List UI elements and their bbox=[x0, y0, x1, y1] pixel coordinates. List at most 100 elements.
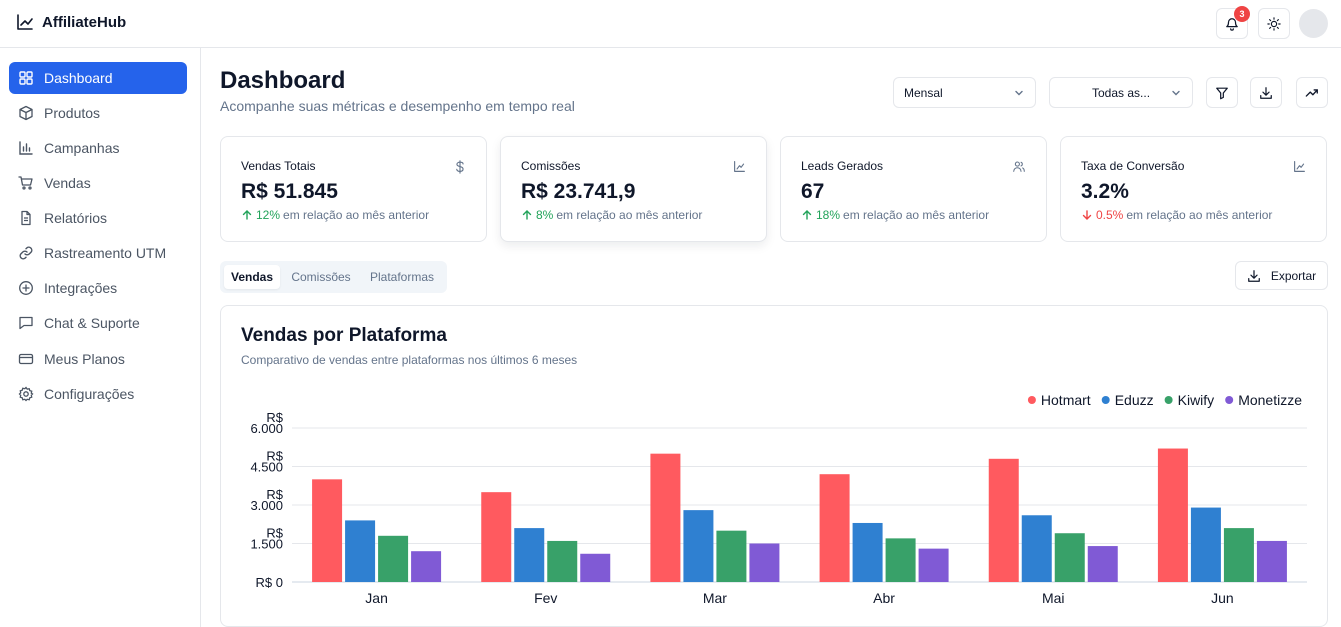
y-tick-label: 4.500 bbox=[250, 460, 283, 475]
download-icon bbox=[1260, 86, 1272, 99]
bar-eduzz-jun bbox=[1190, 507, 1221, 582]
legend-label: Eduzz bbox=[1115, 392, 1154, 408]
sidebar-item-chat-suporte[interactable]: Chat & Suporte bbox=[9, 307, 187, 339]
trend-button[interactable] bbox=[1296, 77, 1328, 108]
link-icon bbox=[19, 246, 33, 260]
user-avatar[interactable] bbox=[1299, 9, 1328, 38]
bar-kiwify-mai bbox=[1054, 533, 1085, 582]
users-icon bbox=[1013, 161, 1025, 172]
filter-button[interactable] bbox=[1206, 77, 1238, 108]
y-tick-label: R$ bbox=[266, 449, 283, 464]
stat-delta-value: 0.5% bbox=[1096, 208, 1124, 222]
cart-icon bbox=[18, 176, 33, 190]
bar-eduzz-jan bbox=[345, 520, 376, 582]
sidebar-item-label: Integrações bbox=[44, 280, 118, 296]
file-icon bbox=[21, 210, 31, 226]
sidebar-item-configuracoes[interactable]: Configurações bbox=[9, 378, 187, 410]
line-chart-icon bbox=[734, 161, 745, 172]
y-tick-label: 6.000 bbox=[250, 421, 283, 436]
bar-monetizze-fev bbox=[580, 553, 611, 582]
dashboard-icon bbox=[19, 71, 33, 85]
bar-hotmart-mar bbox=[650, 453, 681, 582]
brand[interactable]: AffiliateHub bbox=[16, 13, 126, 31]
bar-eduzz-mai bbox=[1021, 515, 1052, 582]
tab-plataformas[interactable]: Plataformas bbox=[369, 270, 435, 284]
filter-icon bbox=[1216, 87, 1228, 99]
sidebar-item-label: Vendas bbox=[44, 175, 91, 191]
sun-icon bbox=[1267, 16, 1281, 31]
bar-hotmart-jan bbox=[312, 479, 343, 582]
x-tick-label: Jan bbox=[365, 590, 388, 606]
legend-marker bbox=[1225, 396, 1234, 404]
notifications-button[interactable]: 3 bbox=[1216, 6, 1250, 39]
line-chart-icon bbox=[1294, 161, 1305, 172]
bell-icon bbox=[1226, 17, 1238, 31]
chat-icon bbox=[19, 316, 33, 330]
y-tick-label: R$ bbox=[266, 526, 283, 541]
stat-delta-note: em relação ao mês anterior bbox=[1126, 208, 1273, 222]
y-tick-label: R$ bbox=[266, 487, 283, 502]
chart-title: Vendas por Plataforma bbox=[241, 325, 447, 346]
app-name: AffiliateHub bbox=[42, 13, 127, 31]
export-button[interactable]: Exportar bbox=[1235, 261, 1328, 290]
sidebar-item-label: Chat & Suporte bbox=[44, 315, 140, 331]
tab-vendas[interactable]: Vendas bbox=[224, 265, 280, 289]
tab-comissoes[interactable]: Comissões bbox=[291, 270, 351, 284]
export-button-label: Exportar bbox=[1270, 268, 1317, 283]
y-tick-label: 1.500 bbox=[250, 537, 283, 552]
sidebar-item-dashboard[interactable]: Dashboard bbox=[9, 62, 187, 94]
legend-label: Monetizze bbox=[1238, 392, 1302, 408]
stat-card-comissoes: Comissões R$ 23.741,9 8% em relação ao m… bbox=[500, 136, 767, 242]
stat-delta: 0.5% em relação ao mês anterior bbox=[1081, 208, 1272, 222]
page-title: Dashboard bbox=[220, 67, 346, 94]
stat-label: Comissões bbox=[521, 159, 581, 173]
x-tick-label: Fev bbox=[534, 590, 557, 606]
download-button[interactable] bbox=[1250, 77, 1282, 108]
arrow-up-icon bbox=[522, 210, 532, 220]
chart-panel: Vendas por Plataforma Comparativo de ven… bbox=[220, 305, 1328, 627]
sidebar-item-campanhas[interactable]: Campanhas bbox=[9, 132, 187, 164]
sidebar-item-relatorios[interactable]: Relatórios bbox=[9, 202, 187, 234]
top-bar: AffiliateHub 3 bbox=[0, 0, 1341, 48]
sidebar-item-vendas[interactable]: Vendas bbox=[9, 167, 187, 199]
page-subtitle: Acompanhe suas métricas e desempenho em … bbox=[220, 98, 575, 114]
chevron-down-icon bbox=[1172, 90, 1180, 96]
stat-delta-value: 12% bbox=[256, 208, 281, 222]
sidebar-item-meus-planos[interactable]: Meus Planos bbox=[9, 343, 187, 375]
bar-hotmart-abr bbox=[819, 474, 850, 582]
stat-delta-note: em relação ao mês anterior bbox=[283, 208, 430, 222]
period-select-value: Mensal bbox=[904, 85, 943, 100]
period-select[interactable]: Mensal bbox=[893, 77, 1036, 108]
sidebar-item-label: Campanhas bbox=[44, 140, 120, 156]
stat-card-vendas-totais: Vendas Totais R$ 51.845 12% em relação a… bbox=[220, 136, 487, 242]
legend-label: Hotmart bbox=[1041, 392, 1091, 408]
y-tick-label: R$ 0 bbox=[256, 575, 283, 590]
bar-hotmart-fev bbox=[481, 492, 512, 582]
platform-select[interactable]: Todas as... bbox=[1049, 77, 1193, 108]
stat-delta-value: 8% bbox=[536, 208, 554, 222]
stat-delta-note: em relação ao mês anterior bbox=[556, 208, 703, 222]
sidebar-item-integracoes[interactable]: Integrações bbox=[9, 272, 187, 304]
sidebar-item-label: Configurações bbox=[44, 386, 135, 402]
stat-delta-note: em relação ao mês anterior bbox=[843, 208, 990, 222]
bar-monetizze-jan bbox=[411, 551, 442, 582]
bar-kiwify-mar bbox=[716, 530, 747, 582]
theme-toggle-button[interactable] bbox=[1258, 8, 1290, 39]
package-icon bbox=[19, 105, 33, 121]
legend-marker bbox=[1027, 396, 1036, 404]
bar-eduzz-abr bbox=[852, 522, 883, 582]
sidebar: Dashboard Produtos Campanhas Vendas Rela… bbox=[0, 48, 201, 627]
dollar-icon bbox=[456, 160, 464, 174]
sidebar-item-produtos[interactable]: Produtos bbox=[9, 97, 187, 129]
bar-kiwify-fev bbox=[547, 540, 578, 582]
x-tick-label: Abr bbox=[873, 590, 895, 606]
plus-circle-icon bbox=[19, 281, 33, 295]
stat-delta: 12% em relação ao mês anterior bbox=[241, 208, 429, 222]
sidebar-item-rastreamento-utm[interactable]: Rastreamento UTM bbox=[9, 237, 187, 269]
gear-icon bbox=[18, 386, 34, 402]
bar-kiwify-jun bbox=[1223, 528, 1254, 582]
bar-kiwify-abr bbox=[885, 538, 916, 582]
x-tick-label: Jun bbox=[1211, 590, 1234, 606]
arrow-up-icon bbox=[242, 210, 252, 220]
